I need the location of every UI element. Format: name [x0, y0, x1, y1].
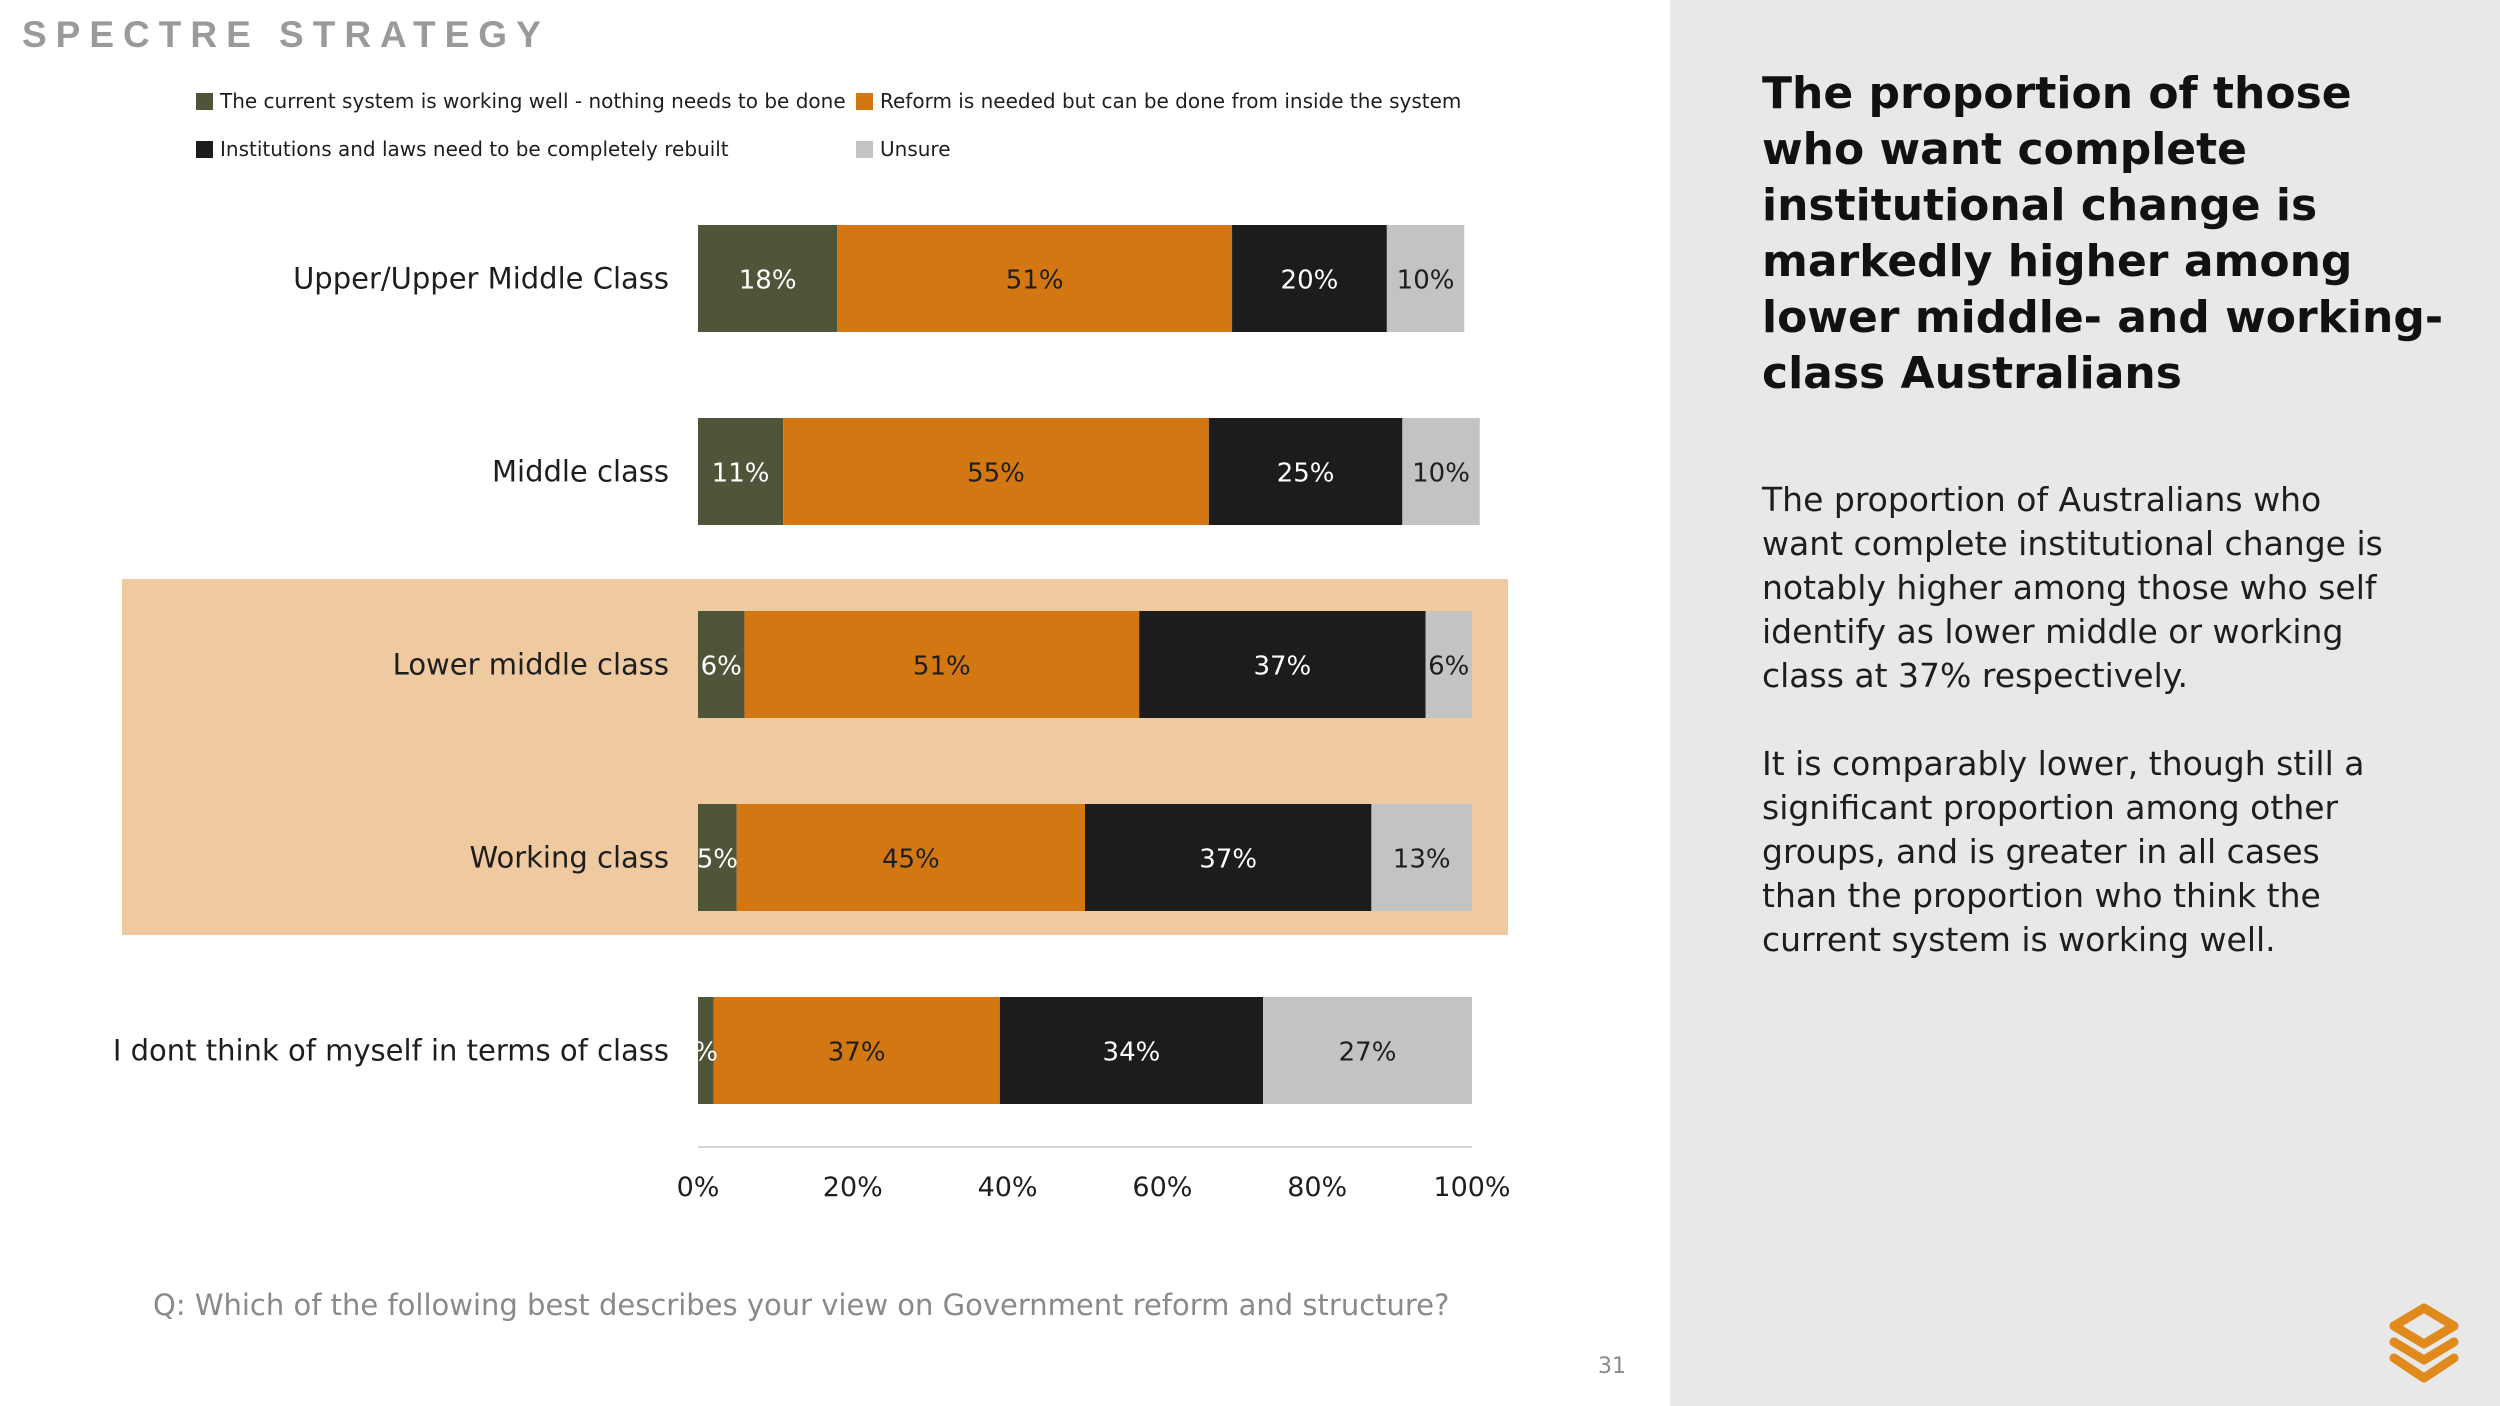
legend-label: Unsure [880, 137, 951, 161]
data-label: 6% [1428, 652, 1469, 682]
x-tick-label: 20% [823, 1172, 883, 1203]
bar-segment [736, 804, 1085, 911]
bar-segment [1208, 418, 1403, 525]
legend-swatch [856, 93, 873, 110]
bar-segment [1232, 225, 1387, 332]
commentary-paragraph-1: The proportion of Australians who want c… [1762, 480, 2383, 695]
data-label: 10% [1412, 459, 1470, 489]
bar-segment [713, 997, 1000, 1104]
data-label: 25% [1277, 459, 1335, 489]
data-label: 18% [739, 266, 797, 296]
data-label: % [693, 1038, 718, 1068]
page-number: 31 [1598, 1354, 1626, 1379]
bar-segment [1263, 997, 1472, 1104]
data-label: 37% [1253, 652, 1311, 682]
bar-segment [999, 997, 1264, 1104]
data-label: 20% [1281, 266, 1339, 296]
data-label: 5% [697, 845, 738, 875]
legend-label: Reform is needed but can be done from in… [880, 89, 1461, 113]
category-label: I dont think of myself in terms of class [113, 1034, 669, 1068]
data-label: 13% [1393, 845, 1451, 875]
bar-segment [1386, 225, 1465, 332]
bar-segment [698, 804, 737, 911]
x-tick-label: 0% [677, 1172, 720, 1203]
category-label: Lower middle class [393, 648, 669, 682]
bar-segment [1139, 611, 1426, 718]
bar-segment [783, 418, 1209, 525]
bar-segment [744, 611, 1140, 718]
bar-segment [1402, 418, 1480, 525]
x-tick-label: 60% [1132, 1172, 1192, 1203]
x-tick-label: 100% [1433, 1172, 1510, 1203]
legend-label: The current system is working well - not… [219, 89, 846, 113]
commentary-paragraph-2: It is comparably lower, though still a s… [1762, 744, 2365, 959]
bar-segment [1425, 611, 1472, 718]
bar-segment [837, 225, 1233, 332]
x-tick-label: 40% [978, 1172, 1038, 1203]
commentary-body: The proportion of Australians who want c… [1762, 478, 2402, 1006]
legend-swatch [856, 141, 873, 158]
data-label: 51% [1006, 266, 1064, 296]
data-label: 10% [1397, 266, 1455, 296]
data-label: 37% [828, 1038, 886, 1068]
data-label: 6% [701, 652, 742, 682]
legend-swatch [196, 93, 213, 110]
bar-segment [698, 225, 838, 332]
bar-segment [1371, 804, 1472, 911]
brand-wordmark: SPECTRE STRATEGY [22, 14, 550, 55]
data-label: 11% [712, 459, 770, 489]
data-label: 45% [882, 845, 940, 875]
headline: The proportion of those who want complet… [1762, 68, 2444, 399]
data-label: 34% [1103, 1038, 1161, 1068]
x-tick-label: 80% [1287, 1172, 1347, 1203]
legend-swatch [196, 141, 213, 158]
bar-segment [698, 997, 714, 1104]
commentary-panel: The proportion of those who want complet… [1670, 0, 2500, 1406]
category-label: Upper/Upper Middle Class [293, 262, 669, 296]
data-label: 55% [967, 459, 1025, 489]
category-label: Middle class [492, 455, 669, 489]
stacked-bar-chart: The current system is working well - not… [113, 89, 1511, 1203]
bar-segment [698, 611, 745, 718]
data-label: 27% [1339, 1038, 1397, 1068]
bar-segment [1085, 804, 1372, 911]
spectre-logo-icon [2389, 1303, 2459, 1383]
category-label: Working class [470, 841, 670, 875]
data-label: 37% [1199, 845, 1257, 875]
survey-question: Q: Which of the following best describes… [153, 1288, 1450, 1322]
bar-segment [698, 418, 784, 525]
legend-label: Institutions and laws need to be complet… [220, 137, 729, 161]
data-label: 51% [913, 652, 971, 682]
